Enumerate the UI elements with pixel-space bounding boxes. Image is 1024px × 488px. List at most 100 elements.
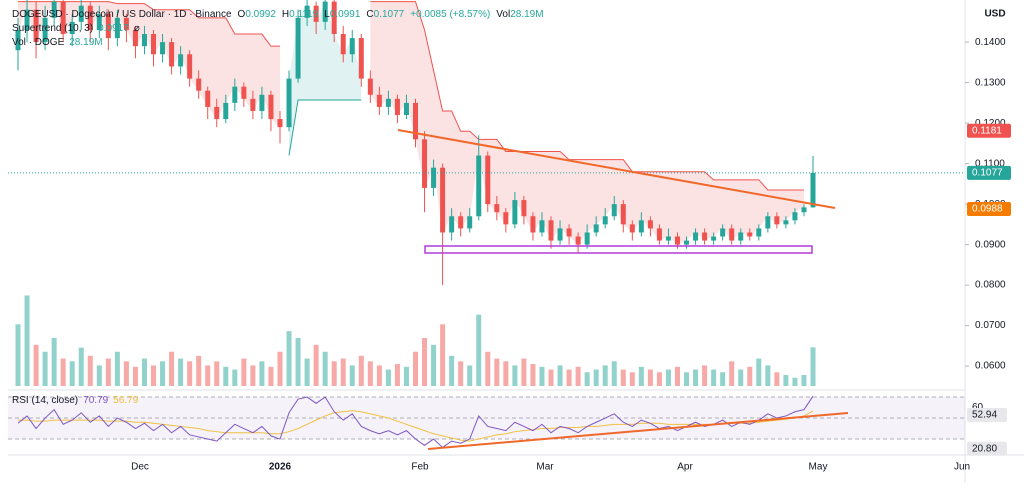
candle-body [674, 236, 680, 245]
volume-bar [521, 358, 527, 386]
candle-body [765, 216, 771, 229]
candle-body [602, 216, 608, 225]
candle-body [665, 236, 671, 241]
candle-body [620, 204, 626, 225]
candle-body [702, 232, 708, 241]
volume-bar [78, 347, 84, 386]
candle-body [340, 34, 346, 55]
y-tick-label: 0.0600 [975, 361, 1006, 372]
candle-body [277, 119, 283, 128]
candle-body [738, 232, 744, 241]
candle-body [24, 9, 30, 30]
volume-bar [132, 366, 138, 386]
volume-bar [349, 365, 355, 386]
volume-bar [403, 366, 409, 386]
volume-bar [467, 365, 473, 386]
volume-bar [340, 358, 346, 386]
x-tick-label: 2026 [269, 462, 292, 473]
candle-body [205, 90, 211, 107]
volume-bar [322, 351, 328, 386]
y-tick-label: 0.0800 [975, 280, 1006, 291]
candle-body [169, 42, 175, 67]
candle-body [33, 9, 39, 43]
candle-body [259, 94, 265, 111]
candle-body [720, 228, 726, 237]
volume-bar [702, 365, 708, 386]
volume-bar [729, 361, 735, 386]
volume-bar [42, 351, 48, 386]
volume-bar [69, 361, 75, 386]
candle-body [557, 228, 563, 241]
y-tick-label: 0.1200 [975, 118, 1006, 129]
candle-body [638, 220, 644, 233]
candle-body [178, 54, 184, 67]
volume-bar [539, 366, 545, 386]
volume-bar [747, 366, 753, 386]
volume-bar [557, 365, 563, 386]
volume-bar [358, 355, 364, 386]
candle-body [548, 220, 554, 241]
candle-body [647, 220, 653, 229]
volume-bar [114, 351, 120, 386]
candle-body [151, 34, 157, 55]
y-tick-label: 0.0700 [975, 320, 1006, 331]
candle-body [458, 216, 464, 229]
candle-body [611, 204, 617, 217]
volume-bar [250, 365, 256, 386]
volume-bar [693, 369, 699, 386]
candle-body [105, 13, 111, 39]
volume-bar [485, 351, 491, 386]
candle-body [78, 5, 84, 22]
candle-body [367, 78, 373, 95]
candle-body [449, 216, 455, 233]
candle-body [132, 29, 138, 47]
rsi-line [17, 395, 814, 449]
y-tick-label: 0.1300 [975, 77, 1006, 88]
candle-body [747, 232, 753, 237]
volume-bar [214, 361, 220, 386]
x-tick-label: Jun [954, 462, 970, 473]
candle-body [394, 98, 400, 116]
volume-bar [96, 365, 102, 386]
candle-body [684, 240, 690, 245]
price-pane [8, 0, 965, 386]
volume-bar [277, 351, 283, 386]
candle-body [15, 29, 21, 51]
volume-bar [738, 369, 744, 386]
candle-body [431, 167, 437, 188]
candle-body [801, 207, 807, 213]
volume-bar [656, 372, 662, 386]
candle-body [729, 228, 735, 241]
volume-bar [530, 364, 536, 386]
rsi-legend: RSI (14, close) 70.79 56.79 [12, 395, 139, 406]
drawings [397, 129, 849, 450]
volume-bar [584, 372, 590, 386]
candle-body [792, 212, 798, 221]
volume-bar [385, 369, 391, 386]
candle-body [629, 224, 635, 233]
candle-body [422, 139, 428, 188]
price-badge-label: 0.1077 [972, 168, 1003, 179]
candle-body [521, 200, 527, 217]
volume-bar [810, 347, 816, 386]
candle-body [42, 17, 48, 43]
volume-bar [160, 361, 166, 386]
supertrend_down-fill [370, 1, 804, 245]
candle-body [160, 42, 166, 55]
volume-bar [684, 372, 690, 386]
candle-body [286, 78, 292, 128]
price-badge [967, 201, 1011, 216]
volume-bar [376, 365, 382, 386]
trend-line [397, 129, 836, 209]
volume-bar [151, 365, 157, 386]
volume-bar [449, 355, 455, 386]
candle-body [810, 172, 816, 208]
y-tick-label: 0.1100 [975, 158, 1005, 169]
supertrend_up-line [288, 99, 362, 156]
volume-bar [512, 365, 518, 386]
volume-bar [611, 361, 617, 386]
support-box [424, 245, 813, 254]
volume-bar [223, 366, 229, 386]
candle-body [295, 17, 301, 79]
volume-bar [440, 324, 446, 386]
